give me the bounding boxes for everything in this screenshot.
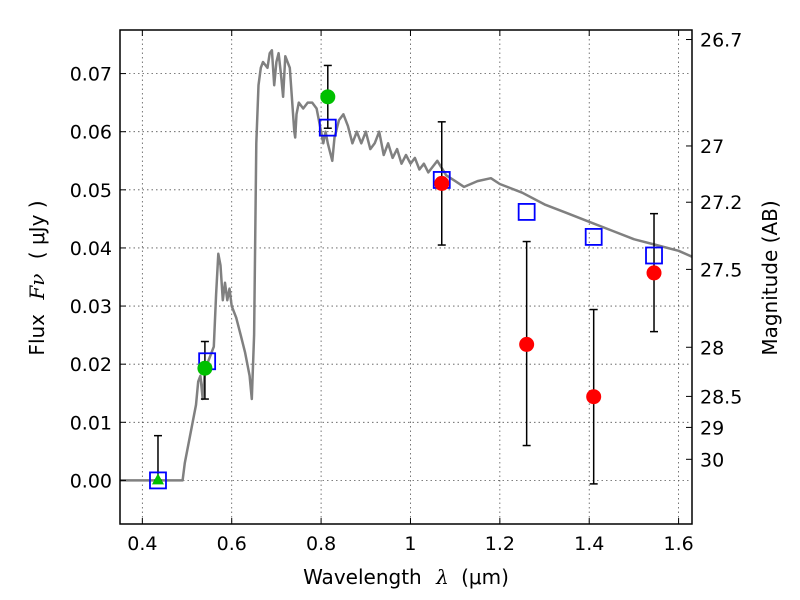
- y-tick-label: 0.05: [70, 180, 112, 202]
- y-tick-label: 0.06: [70, 122, 112, 144]
- model-box-marker: [645, 246, 663, 265]
- x-tick-label: 0.4: [127, 533, 157, 555]
- x-tick-label: 1.6: [663, 533, 693, 555]
- x-axis-title-symbol: λ: [435, 565, 449, 589]
- y-axis-title-main: Flux: [25, 314, 49, 356]
- x-tick-label: 1.4: [574, 533, 604, 555]
- model-box-layer: [149, 118, 663, 490]
- magnitude-tick-label: 30: [700, 449, 724, 471]
- y-tick-label: 0.04: [70, 238, 112, 260]
- plot-frame: [119, 29, 693, 525]
- x-tick-label: 1.2: [485, 533, 515, 555]
- data-point-layer: [151, 89, 662, 485]
- magnitude-tick-label: 26.7: [700, 30, 742, 52]
- red-point-marker: [586, 389, 602, 405]
- model-box-marker: [517, 203, 536, 221]
- green-triangle-marker: [151, 473, 164, 485]
- y-axis-title-symbol: Fν: [25, 274, 49, 301]
- model-spectrum-line: [120, 49, 693, 482]
- y-axis-title-unit: ( μJy ): [25, 200, 49, 259]
- x-axis-title-main: Wavelength: [303, 565, 422, 589]
- green-point-marker: [197, 360, 213, 376]
- x-tick-label: 0.8: [306, 533, 336, 555]
- magnitude-tick-label: 28.5: [700, 386, 742, 408]
- magnitude-tick-label: 27: [700, 136, 724, 158]
- y-axis-title: Flux Fν ( μJy ): [25, 200, 49, 355]
- red-point-marker: [646, 265, 662, 281]
- x-axis-title: Wavelength λ (μm): [303, 565, 509, 589]
- green-point-marker: [320, 89, 336, 105]
- y-tick-label: 0.00: [70, 470, 112, 492]
- grid: [120, 30, 692, 524]
- magnitude-tick-label: 29: [700, 417, 724, 439]
- x-tick-label: 0.6: [217, 533, 247, 555]
- errorbar-layer: [153, 64, 659, 485]
- red-point-marker: [434, 175, 450, 191]
- tick-layer: 0.4 0.6 0.8 1 1.2 1.4 1.6 0.00 0.01 0.02 0.03 0.04 0…: [70, 30, 743, 555]
- x-axis-title-unit: (μm): [461, 565, 509, 589]
- model-box-marker: [318, 118, 337, 137]
- red-point-marker: [519, 336, 535, 352]
- y-tick-label: 0.02: [70, 354, 112, 376]
- magnitude-tick-label: 28: [700, 337, 724, 359]
- y-tick-label: 0.07: [70, 64, 112, 86]
- magnitude-axis-title: Magnitude (AB): [758, 200, 782, 355]
- model-box-marker: [149, 471, 167, 490]
- y-tick-label: 0.01: [70, 412, 112, 434]
- magnitude-tick-label: 27.5: [700, 259, 742, 281]
- magnitude-tick-label: 27.2: [700, 192, 742, 214]
- model-box-marker: [584, 227, 603, 246]
- y-tick-label: 0.03: [70, 296, 112, 318]
- model-spectrum-layer: [120, 49, 693, 482]
- x-tick-label: 1: [404, 533, 416, 555]
